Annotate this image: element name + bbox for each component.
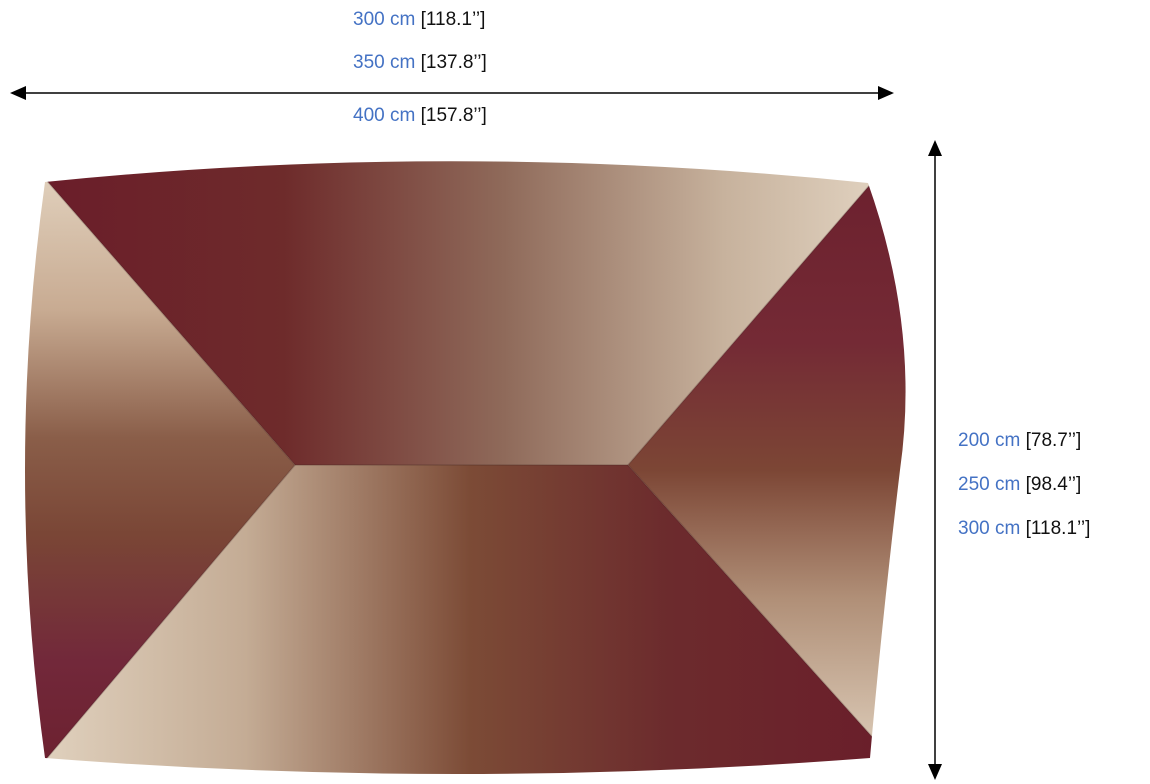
width-option-label: 350 cm [137.8’’] xyxy=(353,52,487,74)
width-imperial: [118.1’’] xyxy=(420,9,486,30)
width-metric: 400 cm xyxy=(353,105,416,126)
height-imperial: [78.7’’] xyxy=(1025,430,1082,451)
width-metric: 300 cm xyxy=(353,9,416,30)
width-dimension-arrow xyxy=(10,86,894,100)
width-option-label: 300 cm [118.1’’] xyxy=(353,9,485,31)
height-imperial: [118.1’’] xyxy=(1025,518,1091,539)
rug-left-panel xyxy=(25,161,295,774)
height-metric: 300 cm xyxy=(958,518,1021,539)
rug-top-panel xyxy=(25,161,900,465)
width-imperial: [137.8’’] xyxy=(420,52,487,73)
height-imperial: [98.4’’] xyxy=(1025,474,1082,495)
width-metric: 350 cm xyxy=(353,52,416,73)
rug-bottom-panel xyxy=(25,465,906,774)
height-option-label: 200 cm [78.7’’] xyxy=(958,430,1081,452)
height-metric: 200 cm xyxy=(958,430,1021,451)
width-option-label: 400 cm [157.8’’] xyxy=(353,105,487,127)
rug-right-panel xyxy=(628,161,906,774)
height-dimension-arrow xyxy=(928,140,942,780)
width-imperial: [157.8’’] xyxy=(420,105,487,126)
height-option-label: 250 cm [98.4’’] xyxy=(958,474,1081,496)
height-option-label: 300 cm [118.1’’] xyxy=(958,518,1090,540)
height-metric: 250 cm xyxy=(958,474,1021,495)
